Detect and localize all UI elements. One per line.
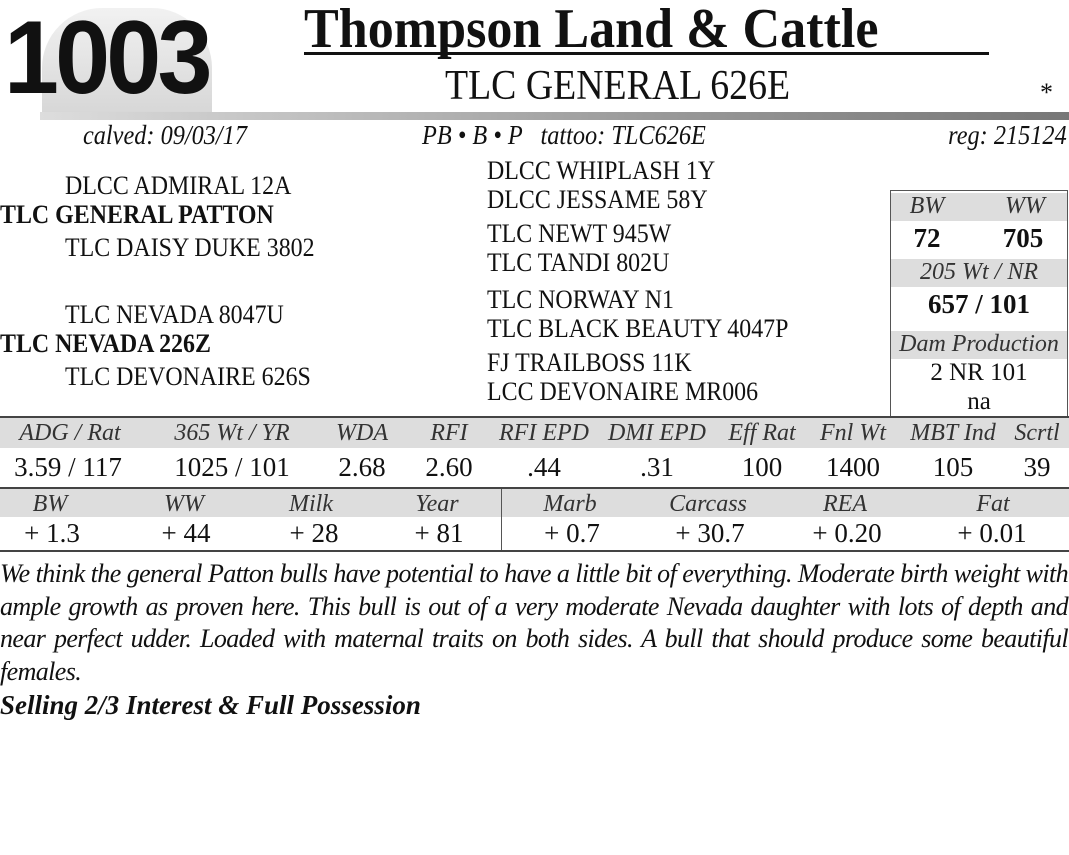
stats-value: 3.59 / 117 (14, 452, 122, 482)
ww-label: WW (1005, 193, 1045, 219)
stats-value: 2.60 (425, 452, 473, 482)
epd-value: + 28 (289, 518, 339, 548)
great-grandparent: FJ TRAILBOSS 11K (487, 348, 692, 377)
performance-box: BW WW 72 705 205 Wt / NR 657 / 101 Dam P… (890, 190, 1068, 417)
stats-value: 39 (1023, 452, 1051, 482)
stats-header: 365 Wt / YR (174, 420, 290, 446)
epd-header: BW (32, 491, 68, 517)
stats-header: Fnl Wt (820, 420, 886, 446)
dam-production-extra: na (967, 388, 991, 415)
epd-value: + 0.01 (957, 518, 1027, 548)
lot-background-logo (42, 8, 212, 116)
epd-header: Fat (976, 491, 1010, 517)
wt205-value: 657 / 101 (927, 289, 1030, 319)
stats-value: .31 (640, 452, 674, 482)
bw-value: 72 (913, 223, 941, 253)
stats-header-row: ADG / Rat 365 Wt / YR WDA RFI RFI EPD DM… (0, 418, 1069, 448)
stats-header: Eff Rat (728, 420, 796, 446)
calved-date: calved: 09/03/17 (83, 120, 247, 150)
bw-label: BW (909, 193, 945, 219)
epd-value: + 0.7 (544, 518, 600, 548)
stats-value-row: 3.59 / 117 1025 / 101 2.68 2.60 .44 .31 … (0, 448, 1069, 488)
stats-header: DMI EPD (608, 420, 706, 446)
header-divider (40, 112, 1069, 120)
great-grandparent: TLC NORWAY N1 (487, 285, 674, 314)
sire-sire: DLCC ADMIRAL 12A (65, 171, 292, 200)
epd-header: Marb (543, 491, 597, 517)
epd-value: + 81 (414, 518, 464, 548)
dam: TLC NEVADA 226Z (0, 329, 211, 358)
stats-header: RFI (430, 420, 468, 446)
divider (0, 487, 1069, 489)
bw-ww-header: BW WW (891, 193, 1067, 221)
breed-tattoo: PB • B • P tattoo: TLC626E (422, 120, 706, 150)
stats-header: WDA (336, 420, 388, 446)
asterisk-icon: * (1040, 78, 1053, 107)
epd-value-row: + 1.3 + 44 + 28 + 81 + 0.7 + 30.7 + 0.20… (0, 517, 1069, 551)
bw-ww-values: 72 705 (891, 223, 1067, 257)
sire-dam: TLC DAISY DUKE 3802 (65, 233, 315, 262)
epd-divider (501, 489, 502, 551)
consignor-underline (304, 52, 989, 55)
stats-value: 105 (932, 452, 974, 482)
wt205-label: 205 Wt / NR (891, 259, 1067, 287)
stats-value: 2.68 (338, 452, 386, 482)
sire: TLC GENERAL PATTON (0, 200, 274, 229)
lot-number: 1003 (4, 0, 212, 116)
dam-production-value: 2 NR 101 (930, 359, 1028, 386)
great-grandparent: TLC TANDI 802U (487, 248, 670, 277)
great-grandparent: TLC BLACK BEAUTY 4047P (487, 314, 789, 343)
stats-header: MBT Ind (910, 420, 996, 446)
stats-header: Scrtl (1014, 420, 1060, 446)
great-grandparent: DLCC JESSAME 58Y (487, 185, 708, 214)
epd-header: Milk (289, 491, 333, 517)
divider (0, 416, 1069, 418)
dam-production-label: Dam Production (891, 331, 1067, 359)
stats-header: RFI EPD (499, 420, 589, 446)
animal-name: TLC GENERAL 626E (445, 63, 791, 109)
stats-value: 100 (741, 452, 783, 482)
great-grandparent: TLC NEWT 945W (487, 219, 672, 248)
ww-value: 705 (1002, 223, 1044, 253)
great-grandparent: LCC DEVONAIRE MR006 (487, 377, 759, 406)
description: We think the general Patton bulls have p… (0, 559, 1069, 686)
dam-sire: TLC NEVADA 8047U (65, 300, 284, 329)
dam-dam: TLC DEVONAIRE 626S (65, 362, 311, 391)
epd-value: + 30.7 (675, 518, 745, 548)
epd-value: + 0.20 (812, 518, 882, 548)
stats-value: 1400 (826, 452, 880, 482)
selling-terms: Selling 2/3 Interest & Full Possession (0, 690, 421, 720)
stats-header: ADG / Rat (19, 420, 121, 446)
great-grandparent: DLCC WHIPLASH 1Y (487, 156, 716, 185)
epd-header: Carcass (669, 491, 747, 517)
stats-value: 1025 / 101 (174, 452, 290, 482)
epd-header-row: BW WW Milk Year Marb Carcass REA Fat (0, 489, 1069, 517)
epd-value: + 1.3 (24, 518, 80, 548)
epd-header: Year (415, 491, 459, 517)
registration: reg: 215124 (948, 120, 1067, 150)
epd-value: + 44 (161, 518, 211, 548)
divider (0, 550, 1069, 552)
epd-header: WW (164, 491, 204, 517)
consignor-name: Thompson Land & Cattle (304, 0, 879, 60)
epd-header: REA (823, 491, 867, 517)
stats-value: .44 (527, 452, 561, 482)
